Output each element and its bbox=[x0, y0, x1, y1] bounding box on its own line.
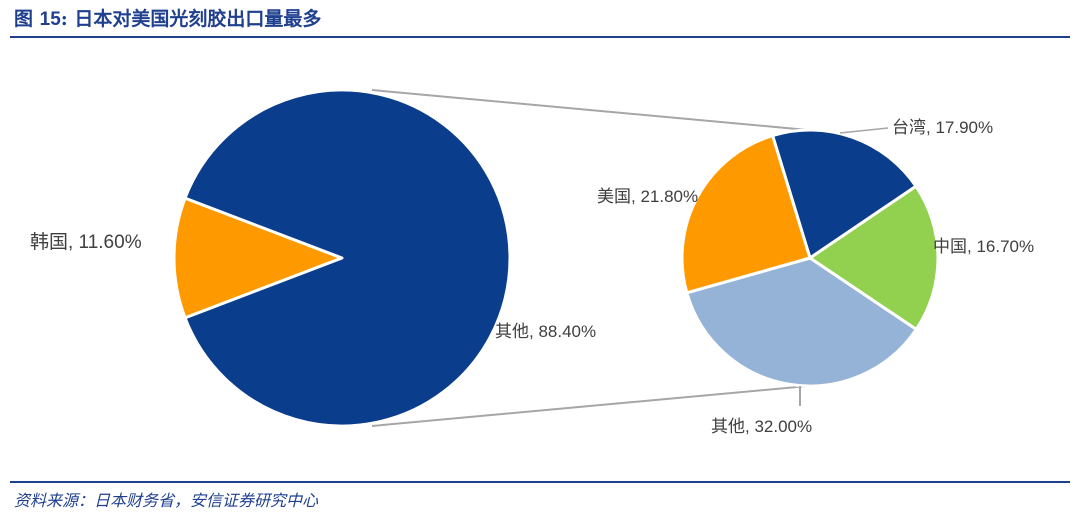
figure-title-number: 15 bbox=[39, 9, 61, 30]
figure-title-text: 日本对美国光刻胶出口量最多 bbox=[74, 8, 322, 30]
leader-line-taiwan bbox=[839, 127, 889, 134]
title-rule bbox=[10, 36, 1070, 38]
source-rule bbox=[10, 481, 1070, 483]
data-label-other-breakdown: 其他, 32.00% bbox=[711, 417, 812, 436]
main-pie bbox=[172, 88, 512, 428]
data-label-china: 中国, 16.70% bbox=[933, 237, 1034, 256]
data-label-korea: 韩国, 11.60% bbox=[30, 231, 142, 253]
main-slice-0 bbox=[172, 196, 344, 320]
breakdown-pie bbox=[680, 128, 940, 388]
breakdown-slice-3 bbox=[680, 134, 812, 295]
data-label-other-main: 其他, 88.40% bbox=[495, 322, 596, 341]
data-label-taiwan: 台湾, 17.90% bbox=[892, 118, 993, 137]
data-label-usa: 美国, 21.80% bbox=[597, 187, 698, 206]
main-slice-1 bbox=[183, 88, 512, 428]
connector-line-top bbox=[371, 89, 809, 131]
breakdown-slice-0 bbox=[771, 128, 918, 260]
breakdown-slice-2 bbox=[685, 256, 918, 388]
figure-title: 图 15: 日本对美国光刻胶出口量最多 bbox=[14, 4, 321, 32]
figure-title-separator: : bbox=[60, 8, 68, 30]
figure-title-prefix: 图 bbox=[14, 8, 34, 30]
connector-line-bottom bbox=[371, 385, 809, 427]
source-note: 资料来源：日本财务省，安信证券研究中心 bbox=[14, 491, 319, 510]
breakdown-slice-1 bbox=[808, 184, 940, 331]
